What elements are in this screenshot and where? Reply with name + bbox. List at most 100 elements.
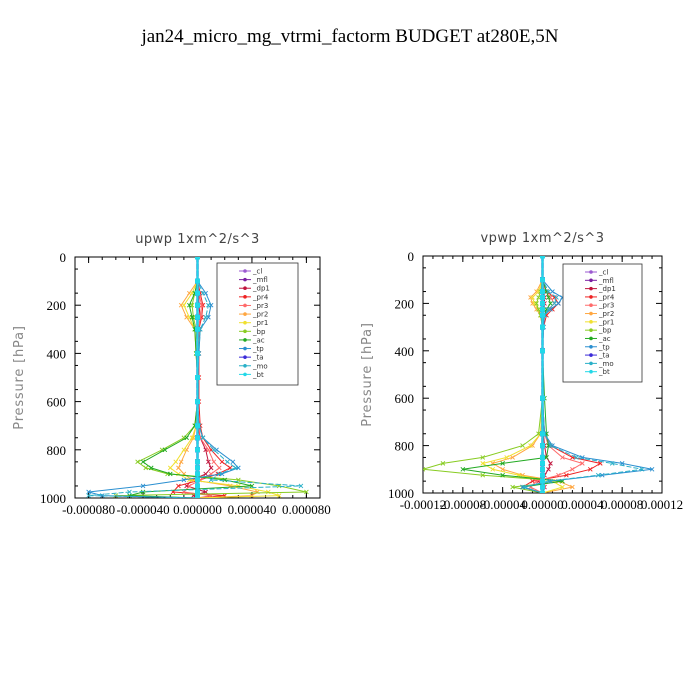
data-point [480,472,486,478]
legend-marker [589,278,593,283]
x-tick-label: 0.00012 [641,497,683,512]
data-point [522,484,527,490]
legend-label: _dp1 [598,285,616,293]
legend-marker [243,320,247,325]
legend: _cl_mfl_dp1_pr4_pr3_pr2_pr1_bp_ac_tp_ta_… [562,263,643,383]
legend-label: _pr1 [598,318,614,326]
y-tick-label: 800 [395,439,415,454]
y-tick-label: 200 [47,298,67,313]
data-point [546,478,551,484]
data-point [536,307,541,312]
data-point [178,459,184,465]
legend-item: _ta [239,354,264,362]
legend-item: _pr3 [585,302,614,310]
data-point [230,459,236,465]
data-point [460,466,466,472]
data-point [554,295,559,300]
legend-marker [589,303,593,308]
data-point [530,295,535,300]
figure-title: jan24_micro_mg_vtrmi_factorm BUDGET at28… [140,26,558,47]
legend-marker [243,277,247,282]
data-point [500,472,505,478]
data-point [199,302,204,308]
legend-label: _bp [598,327,612,335]
legend-item: _pr1 [239,319,268,327]
data-point [211,459,217,465]
data-point [276,493,282,498]
data-point [510,484,515,490]
x-tick-label: 0.00000 [521,497,563,512]
legend-label: _pr2 [252,311,268,319]
data-point [203,489,208,495]
data-point [595,472,601,478]
data-point [189,435,195,441]
series-line [88,257,240,498]
legend-box [216,262,299,386]
legend-marker [243,338,247,342]
data-point [540,478,545,484]
data-point [504,455,509,460]
legend-marker [589,353,593,357]
data-point [195,447,200,453]
legend-label: _mo [598,360,614,368]
data-point [580,461,585,466]
legend-label: _bt [252,371,264,379]
legend-item: _cl [239,268,262,276]
data-point [540,348,545,354]
data-point [176,465,181,471]
data-point [528,443,533,448]
data-point [203,471,208,477]
legend-label: _mfl [252,276,268,284]
data-point [520,443,525,448]
data-point [195,465,200,471]
data-point [540,472,545,478]
data-point [552,295,557,300]
series-line [169,257,280,498]
legend-item: _pr4 [585,293,615,301]
data-point [480,455,486,460]
data-point [195,459,200,465]
data-point [206,459,211,465]
legend-marker [589,328,593,332]
data-point [200,290,206,296]
legend-item: _dp1 [239,285,270,293]
data-point [544,455,549,460]
legend: _cl_mfl_dp1_pr4_pr3_pr2_pr1_bp_ac_tp_ta_… [216,262,299,386]
legend-label: _tp [598,343,610,351]
data-point [540,277,545,283]
legend-marker [243,372,247,377]
legend-item: _bp [239,328,266,336]
legend-item: _ta [585,352,610,360]
x-tick-label: -0.000040 [117,502,170,517]
data-point [206,302,211,308]
data-point [135,459,140,465]
legend-item: _bt [585,368,610,376]
data-point [189,314,195,320]
data-point [540,294,545,300]
series-line [115,257,307,498]
data-point [570,466,575,472]
data-point [222,477,228,483]
legend-marker [243,286,247,291]
data-point [195,326,200,332]
data-point [167,471,173,477]
legend-item: _bp [585,327,612,335]
data-point [599,472,605,478]
legend-label: _cl [252,268,262,276]
data-point [195,489,200,495]
panel-title: vpwp 1xm^2/s^3 [480,231,604,246]
legend-marker [589,344,593,349]
data-point [540,395,545,401]
data-point [500,466,505,472]
data-point [200,435,206,441]
data-point [140,483,146,489]
data-point [609,461,615,466]
x-tick-label: 0.00004 [561,497,604,512]
data-point [546,289,551,294]
data-point [195,302,200,308]
legend-marker [589,336,593,341]
data-point [540,306,545,312]
legend-label: _ta [598,352,610,360]
data-point [195,477,200,483]
legend-label: _pr3 [598,302,614,310]
